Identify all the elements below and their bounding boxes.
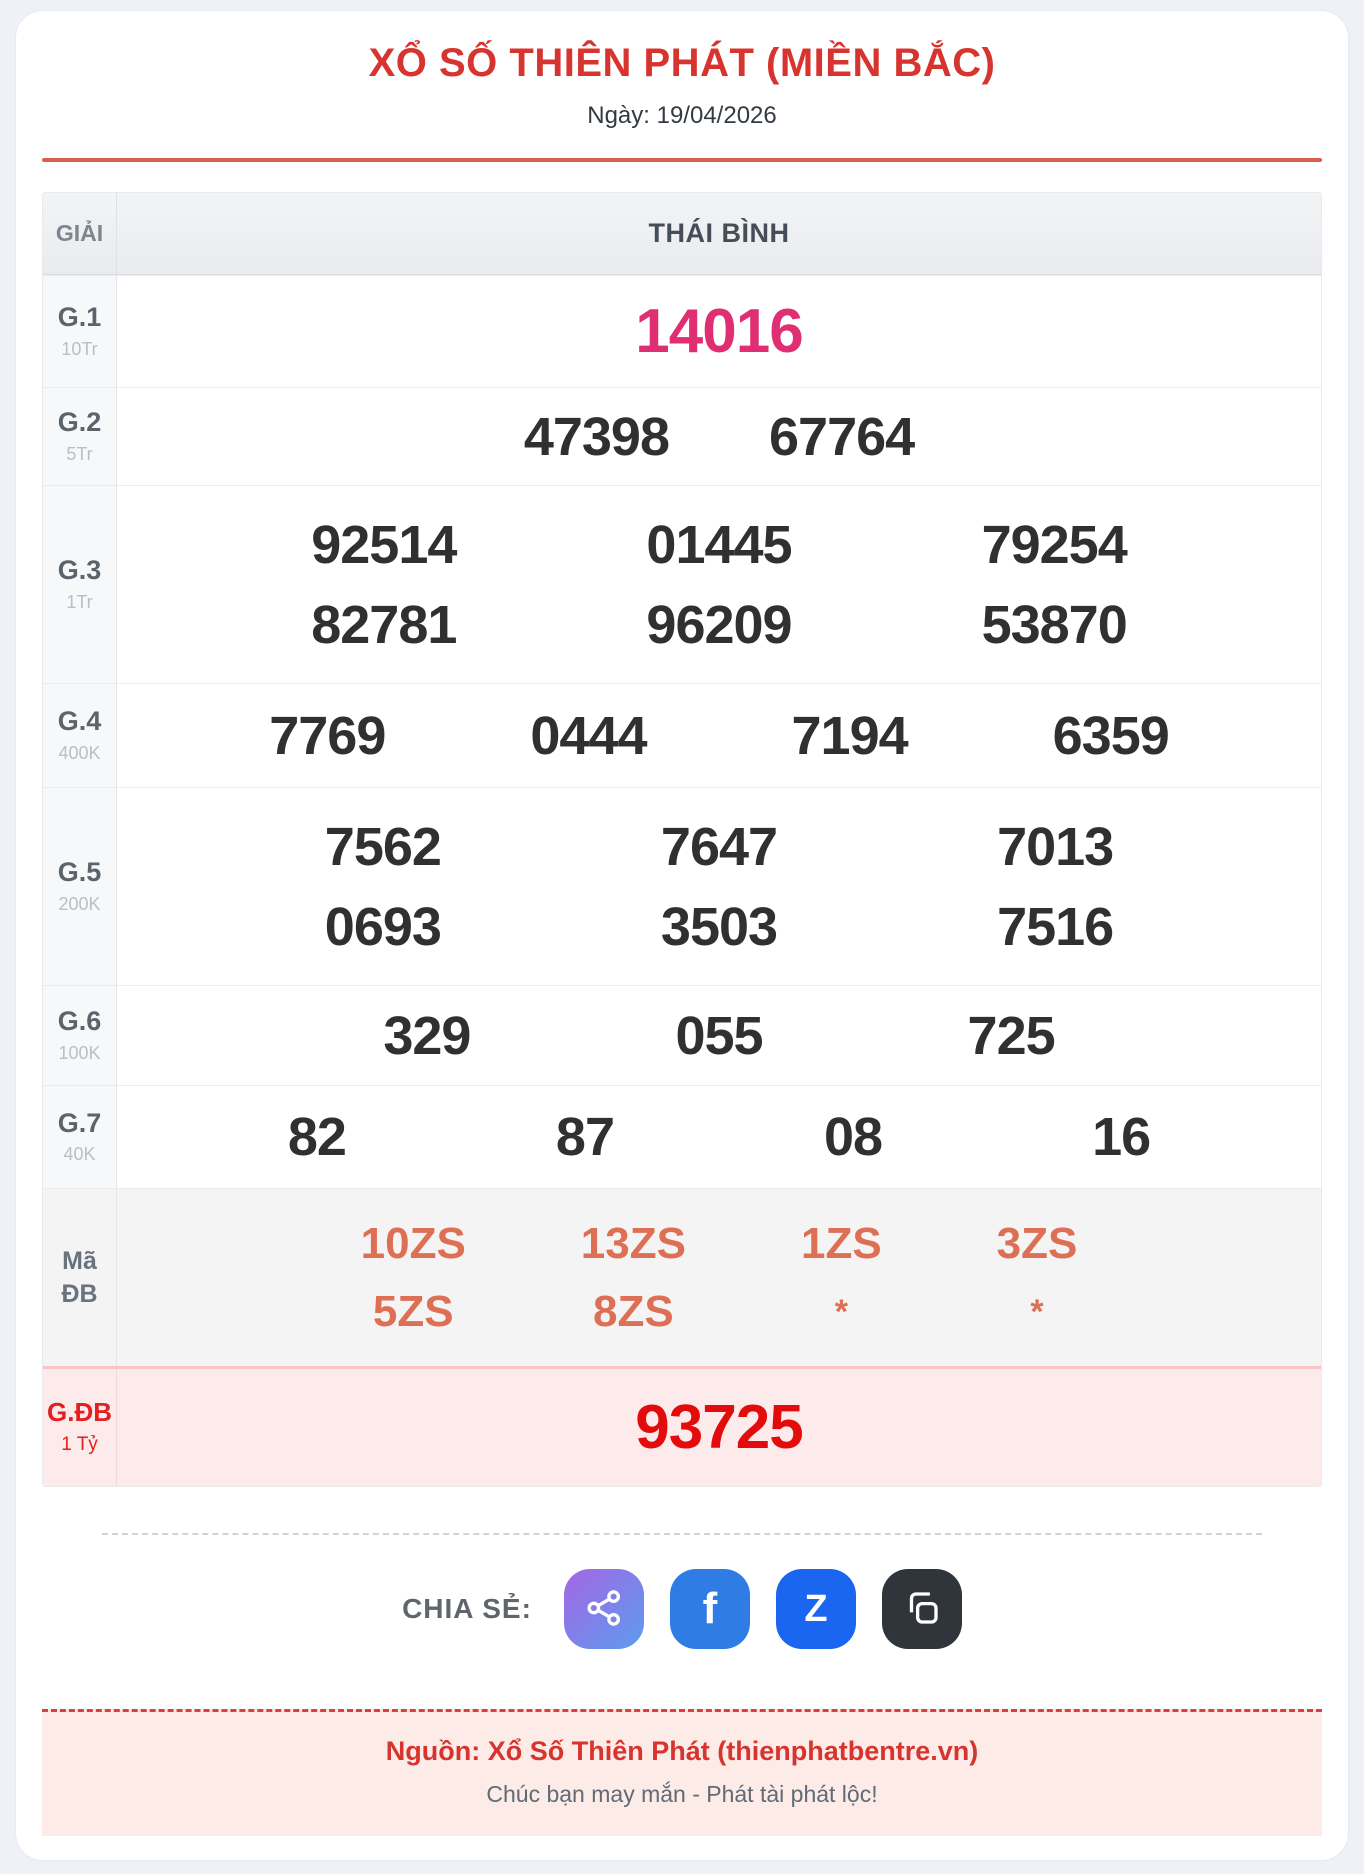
prize-number: 7562 bbox=[324, 816, 442, 877]
prize-row-g2: G.2 5Tr 47398 67764 bbox=[43, 387, 1321, 485]
prize-number: 92514 bbox=[311, 514, 457, 575]
prize-label: G.1 bbox=[57, 302, 102, 333]
prize-row-g1: G.1 10Tr 14016 bbox=[43, 275, 1321, 387]
draw-date: Ngày: 19/04/2026 bbox=[587, 102, 777, 129]
prize-number: 82781 bbox=[311, 594, 457, 655]
prize-amount: 400K bbox=[58, 742, 101, 763]
prize-amount: 1 Tỷ bbox=[61, 1433, 98, 1455]
header-prize-col: GIẢI bbox=[43, 193, 117, 274]
prize-amount: 200K bbox=[58, 893, 101, 914]
prize-amount: 1Tr bbox=[66, 591, 93, 612]
special-code: 10ZS bbox=[360, 1218, 466, 1268]
share-button[interactable] bbox=[563, 1569, 644, 1649]
prize-amount: 10Tr bbox=[61, 338, 98, 359]
results-table: GIẢI THÁI BÌNH G.1 10Tr 14016 G.2 5Tr bbox=[42, 192, 1322, 1487]
facebook-icon: f bbox=[702, 1584, 718, 1633]
special-code: 5ZS bbox=[372, 1286, 454, 1336]
prize-label: G.7 bbox=[57, 1107, 102, 1138]
prize-amount: 40K bbox=[63, 1144, 96, 1165]
prize-row-gdb: G.ĐB 1 Tỷ 93725 bbox=[43, 1366, 1321, 1486]
prize-number: 79254 bbox=[981, 514, 1128, 575]
prize-row-g5: G.5 200K 7562 7647 7013 0693 3503 7516 bbox=[43, 787, 1321, 985]
share-section: CHIA SẺ: f Z bbox=[42, 1569, 1322, 1649]
share-label: CHIA SẺ: bbox=[402, 1593, 532, 1624]
copy-link-button[interactable] bbox=[881, 1569, 962, 1649]
results-card: XỔ SỐ THIÊN PHÁT (MIỀN BẮC) Ngày: 19/04/… bbox=[15, 10, 1349, 1861]
prize-number: 7769 bbox=[269, 705, 386, 766]
header-station-col: THÁI BÌNH bbox=[117, 193, 1321, 274]
footer-box: Nguồn: Xổ Số Thiên Phát (thienphatbentre… bbox=[42, 1709, 1322, 1836]
prize-row-g7: G.7 40K 82 87 08 16 bbox=[43, 1085, 1321, 1188]
page-title: XỔ SỐ THIÊN PHÁT (MIỀN BẮC) bbox=[368, 41, 996, 85]
special-code: 8ZS bbox=[593, 1286, 674, 1336]
prize-label: G.5 bbox=[57, 857, 102, 888]
prize-number: 0444 bbox=[530, 705, 647, 766]
prize-label: G.2 bbox=[57, 407, 102, 438]
prize-number: 53870 bbox=[981, 594, 1128, 655]
footer-wish: Chúc bạn may mắn - Phát tài phát lộc! bbox=[486, 1781, 878, 1807]
prize-number: 725 bbox=[967, 1005, 1056, 1066]
prize-label: G.3 bbox=[57, 555, 102, 586]
prize-row-madb: Mã ĐB 10ZS 13ZS 1ZS 3ZS 5ZS 8ZS * * bbox=[43, 1188, 1321, 1366]
table-header-row: GIẢI THÁI BÌNH bbox=[43, 193, 1321, 275]
copy-icon bbox=[901, 1587, 943, 1632]
station-name: THÁI BÌNH bbox=[648, 218, 790, 248]
prize-label: G.4 bbox=[57, 706, 102, 737]
prize-number: 16 bbox=[1092, 1107, 1151, 1167]
footer-source: Nguồn: Xổ Số Thiên Phát (thienphatbentre… bbox=[385, 1736, 979, 1766]
special-code: * bbox=[834, 1292, 848, 1331]
prize-amount: 100K bbox=[58, 1042, 101, 1063]
prize-number: 7194 bbox=[791, 705, 909, 766]
prize-row-g6: G.6 100K 329 055 725 bbox=[43, 985, 1321, 1085]
special-code: 3ZS bbox=[996, 1218, 1078, 1268]
prize-number: 08 bbox=[824, 1107, 883, 1167]
prize-label: G.ĐB bbox=[47, 1397, 112, 1428]
facebook-share-button[interactable]: f bbox=[669, 1569, 750, 1649]
prize-number: 055 bbox=[675, 1005, 763, 1066]
special-code: * bbox=[1030, 1292, 1044, 1331]
prize-row-g3: G.3 1Tr 92514 01445 79254 82781 96209 53… bbox=[43, 485, 1321, 683]
dashed-separator bbox=[102, 1533, 1262, 1535]
title-divider bbox=[42, 158, 1322, 162]
prize-number: 6359 bbox=[1052, 705, 1170, 766]
prize-number: 7647 bbox=[660, 816, 778, 877]
prize-number: 14016 bbox=[635, 296, 803, 366]
prize-number: 7516 bbox=[997, 896, 1114, 957]
prize-number: 47398 bbox=[523, 406, 670, 467]
prize-amount: 5Tr bbox=[66, 443, 93, 464]
prize-number: 01445 bbox=[646, 514, 792, 575]
prize-label: ĐB bbox=[61, 1280, 98, 1308]
prize-number: 96209 bbox=[646, 594, 792, 655]
prize-number: 67764 bbox=[769, 406, 915, 467]
special-code: 1ZS bbox=[800, 1218, 882, 1268]
zalo-share-button[interactable]: Z bbox=[775, 1569, 856, 1649]
prize-number: 329 bbox=[383, 1005, 471, 1066]
prize-row-g4: G.4 400K 7769 0444 7194 6359 bbox=[43, 683, 1321, 787]
prize-number: 3503 bbox=[660, 896, 778, 957]
special-code: 13ZS bbox=[580, 1218, 686, 1268]
prize-number: 7013 bbox=[997, 816, 1114, 877]
share-nodes-icon bbox=[583, 1587, 625, 1632]
prize-number: 87 bbox=[555, 1107, 615, 1167]
prize-number: 0693 bbox=[324, 896, 442, 957]
prize-label: G.6 bbox=[57, 1006, 102, 1037]
prize-label: Mã bbox=[62, 1246, 97, 1275]
zalo-icon: Z bbox=[804, 1588, 828, 1630]
special-prize-number: 93725 bbox=[635, 1392, 803, 1462]
prize-number: 82 bbox=[287, 1107, 347, 1167]
